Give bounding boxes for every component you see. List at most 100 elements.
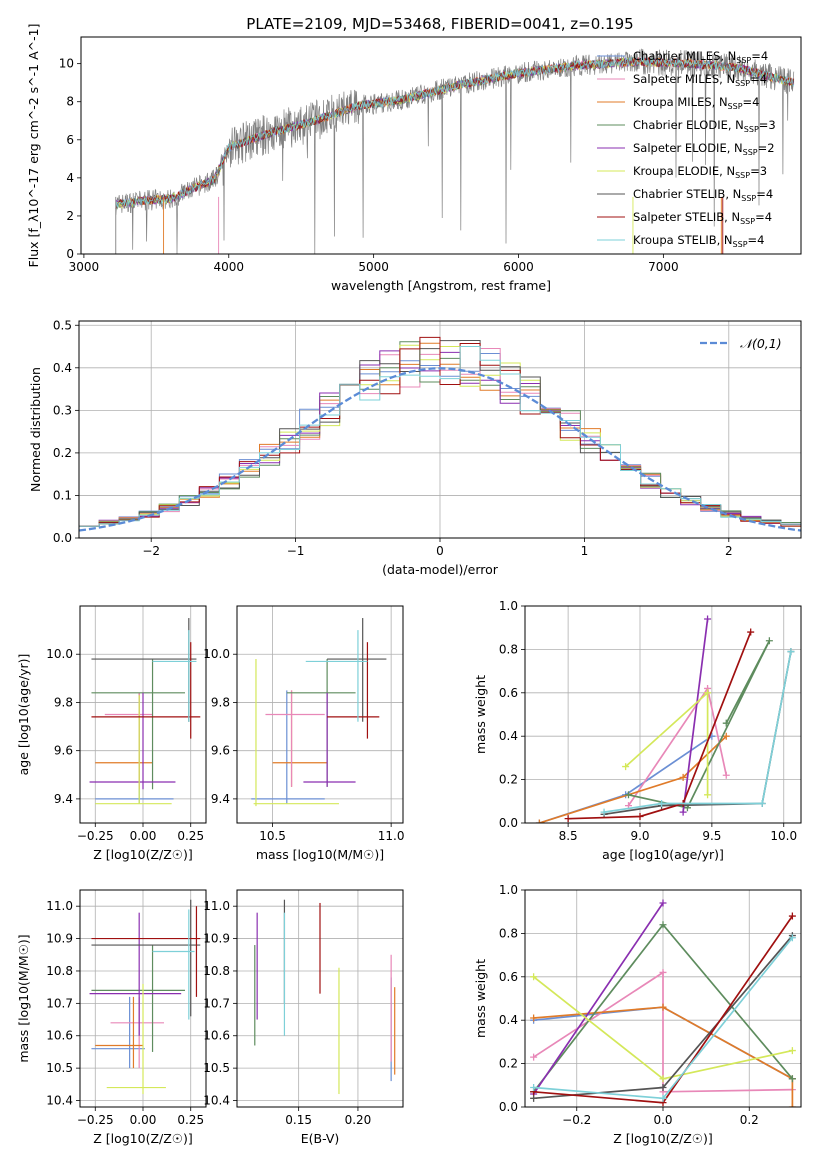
weight-marker-2-0 [530, 1014, 538, 1022]
y-tick-label: 10.7 [46, 996, 73, 1010]
legend-label-1: Salpeter MILES, NSSP=4 [633, 72, 767, 88]
panel-spectrum: Chabrier MILES, NSSP=4 Salpeter MILES, NS… [26, 24, 802, 293]
x-tick-label: 0.00 [130, 1113, 157, 1127]
y-tick-label: 9.6 [54, 744, 73, 758]
panel-age_vs_mass: 10.5 11.0 9.4 9.6 9.8 10.0 mass [log10(M/M☉)] [203, 605, 405, 862]
weight-marker-8-0 [530, 1083, 538, 1091]
weight-line-2 [533, 1006, 794, 1107]
y-axis-label: mass weight [473, 675, 488, 754]
y-tick-label: 10 [59, 57, 74, 71]
plot-area [89, 899, 201, 1095]
y-tick-label: 0.0 [499, 1100, 518, 1114]
panel-mass_vs_z: −0.25 0.00 0.25 10.4 10.5 10.6 10.7 10.8 10.9 11.… [16, 889, 207, 1146]
y-tick-label: 0.2 [53, 446, 72, 460]
x-tick-label: 7000 [648, 260, 679, 274]
x-tick-label: 11.0 [378, 829, 405, 843]
plot-area [79, 336, 801, 532]
weight-marker-8-2 [788, 934, 796, 942]
weight-marker-7-2 [788, 912, 796, 920]
x-tick-label: 0.0 [653, 1113, 672, 1127]
axes-frame [80, 36, 802, 255]
y-tick-label: 9.4 [54, 792, 73, 806]
y-tick-label: 0.4 [499, 1013, 518, 1027]
y-tick-label: 0.4 [53, 361, 72, 375]
y-tick-label: 0.0 [499, 816, 518, 830]
y-axis-label: mass [log10(M/M☉)] [16, 934, 31, 1062]
y-tick-label: 11.0 [203, 899, 230, 913]
x-axis-label: mass [log10(M/M☉)] [256, 847, 384, 862]
x-tick-label: 0.25 [177, 829, 204, 843]
y-axis-label: age [log10(age/yr)] [16, 654, 31, 776]
x-tick-label: 2 [725, 544, 733, 558]
weight-marker-1-2 [722, 771, 730, 779]
x-tick-label: 5000 [358, 260, 389, 274]
observed-spectrum-line [115, 48, 795, 254]
legend-label-8: Kroupa STELIB, NSSP=4 [633, 233, 764, 249]
weight-marker-7-3 [747, 628, 755, 636]
x-axis-label: Z [log10(Z/Z☉)] [93, 847, 193, 862]
axes-frame [236, 605, 404, 824]
weight-marker-5-2 [788, 1047, 796, 1055]
plot-area [254, 899, 396, 1095]
y-tick-label: 1.0 [499, 599, 518, 613]
y-tick-label: 0.3 [53, 403, 72, 417]
x-tick-label: 3000 [69, 260, 100, 274]
model-spectrum-8 [115, 56, 795, 209]
plot-area [251, 618, 387, 807]
y-tick-label: 10.4 [46, 1094, 73, 1108]
weight-marker-4-0 [679, 808, 687, 816]
y-tick-label: 10.8 [203, 964, 230, 978]
y-tick-label: 0.4 [499, 729, 518, 743]
weight-marker-1-0 [530, 1053, 538, 1061]
y-tick-label: 0.0 [53, 531, 72, 545]
weight-marker-7-0 [564, 815, 572, 823]
x-tick-label: −0.25 [77, 1113, 114, 1127]
y-tick-label: 1.0 [499, 883, 518, 897]
weight-marker-1-1 [659, 968, 667, 976]
y-tick-label: 11.0 [46, 899, 73, 913]
plot-area [535, 615, 795, 823]
y-tick-label: 0 [66, 247, 74, 261]
y-tick-label: 0.2 [499, 773, 518, 787]
weight-marker-3-2 [788, 1075, 796, 1083]
y-tick-label: 9.4 [211, 792, 230, 806]
plot-area [89, 618, 201, 805]
weight-marker-5-0 [530, 973, 538, 981]
x-tick-label: 10.5 [259, 829, 286, 843]
y-tick-label: 10.6 [46, 1029, 73, 1043]
weight-marker-3-2 [765, 637, 773, 645]
weight-marker-2-0 [535, 819, 543, 823]
legend-label-6: Chabrier STELIB, NSSP=4 [633, 187, 773, 203]
y-tick-label: 10.8 [46, 964, 73, 978]
y-tick-label: 0.8 [499, 926, 518, 940]
x-tick-label: 0.00 [130, 829, 157, 843]
y-tick-label: 9.6 [211, 744, 230, 758]
weight-marker-8-1 [658, 799, 666, 807]
figure-title: PLATE=2109, MJD=53468, FIBERID=0041, z=0… [246, 15, 633, 33]
weight-line-4 [532, 902, 664, 1095]
y-tick-label: 10.4 [203, 1094, 230, 1108]
x-axis-label: age [log10(age/yr)] [602, 847, 724, 862]
y-axis-label: Normed distribution [28, 367, 43, 492]
weight-marker-8-3 [787, 648, 795, 656]
x-tick-label: 1 [581, 544, 589, 558]
weight-marker-2-3 [788, 1103, 796, 1107]
panel-weight_vs_age: 8.5 9.0 9.5 10.0 0.0 0.2 0.4 0.6 0.8 1.0 age [log1… [473, 599, 802, 862]
legend-label-4: Salpeter ELODIE, NSSP=2 [633, 141, 775, 157]
weight-marker-5-2 [704, 791, 712, 799]
plot-area [115, 48, 795, 254]
x-tick-label: −0.2 [562, 1113, 591, 1127]
weight-marker-7-1 [636, 812, 644, 820]
y-tick-label: 0.8 [499, 642, 518, 656]
y-tick-label: 0.5 [53, 318, 72, 332]
weight-marker-2-1 [659, 1003, 667, 1011]
weight-marker-4-1 [659, 899, 667, 907]
x-tick-label: −1 [287, 544, 305, 558]
weight-marker-8-0 [600, 808, 608, 816]
y-tick-label: 2 [66, 209, 74, 223]
y-tick-label: 0.6 [499, 686, 518, 700]
y-tick-label: 10.5 [46, 1061, 73, 1075]
y-tick-label: 10.9 [46, 932, 73, 946]
y-tick-label: 6 [66, 133, 74, 147]
